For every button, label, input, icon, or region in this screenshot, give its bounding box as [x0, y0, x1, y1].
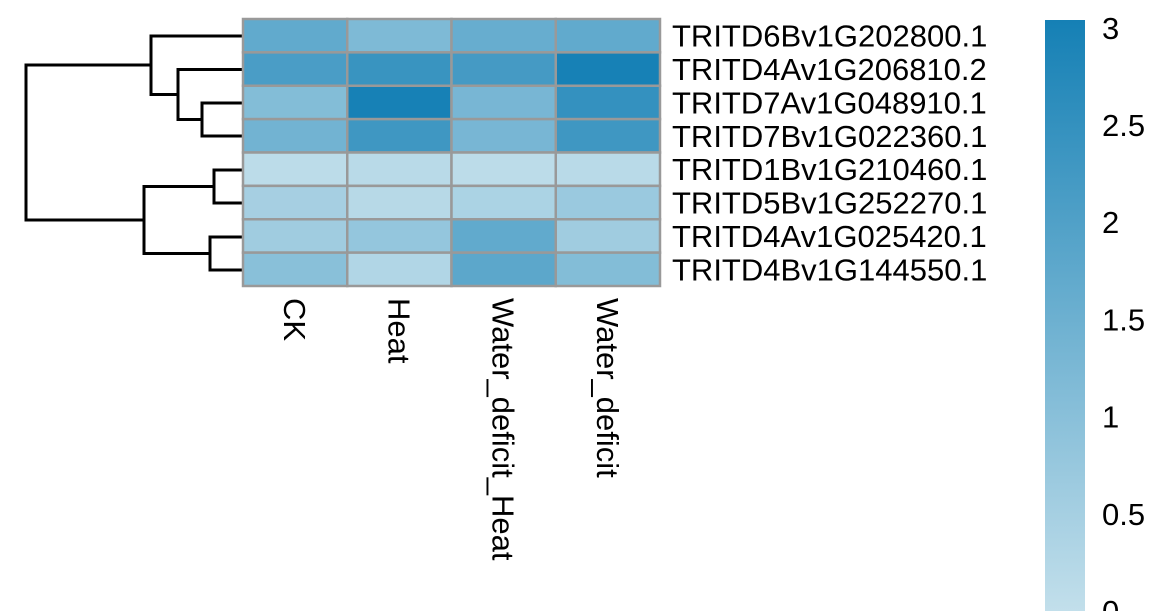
- heatmap-cell: [450, 218, 557, 254]
- heatmap-cell: [241, 84, 349, 121]
- row-label: TRITD5Bv1G252270.1: [672, 186, 987, 221]
- colorbar-tick-label: 0: [1102, 594, 1119, 611]
- heatmap-cell: [346, 218, 453, 254]
- heatmap-cell: [450, 151, 557, 188]
- heatmap-cell: [450, 17, 557, 54]
- heatmap-cell: [241, 117, 349, 154]
- colorbar-tick-label: 3: [1102, 11, 1119, 46]
- row-label: TRITD4Bv1G144550.1: [672, 252, 987, 287]
- heatmap-cell: [450, 251, 557, 288]
- heatmap-cell: [241, 17, 349, 54]
- heatmap-cell: [554, 84, 662, 121]
- column-label: CK: [277, 298, 312, 341]
- colorbar-tick-label: 1: [1102, 400, 1119, 435]
- heatmap-cell: [241, 251, 349, 288]
- heatmap-cell: [450, 84, 557, 121]
- colorbar-tick-label: 0.5: [1102, 497, 1145, 532]
- heatmap-cell: [554, 151, 662, 188]
- heatmap-cell: [554, 117, 662, 154]
- heatmap-cell: [346, 51, 453, 87]
- column-label: Water_deficit: [590, 298, 625, 478]
- row-label: TRITD6Bv1G202800.1: [672, 19, 987, 54]
- heatmap-cell: [554, 251, 662, 288]
- heatmap-cell: [450, 51, 557, 87]
- row-label: TRITD4Av1G025420.1: [672, 219, 987, 254]
- heatmap-cell: [241, 184, 349, 221]
- heatmap-cell: [450, 184, 557, 221]
- heatmap-cell: [554, 218, 662, 254]
- colorbar-tick-label: 1.5: [1102, 302, 1145, 337]
- row-dendrogram: [24, 34, 243, 272]
- heatmap-cell: [554, 17, 662, 54]
- row-label: TRITD4Av1G206810.2: [672, 52, 987, 87]
- heatmap-cell: [554, 51, 662, 87]
- heatmap-cell: [554, 184, 662, 221]
- heatmap-cell: [346, 117, 453, 154]
- heatmap-cell: [241, 151, 349, 188]
- heatmap-cell: [346, 17, 453, 54]
- row-label: TRITD7Bv1G022360.1: [672, 119, 987, 154]
- column-label: Water_deficit_Heat: [486, 298, 521, 561]
- heatmap-cell: [346, 84, 453, 121]
- colorbar: [1045, 20, 1085, 611]
- colorbar-tick-label: 2: [1102, 205, 1119, 240]
- row-label: TRITD7Av1G048910.1: [672, 85, 987, 120]
- row-label: TRITD1Bv1G210460.1: [672, 152, 987, 187]
- heatmap-cell: [346, 184, 453, 221]
- heatmap-cell: [346, 251, 453, 288]
- heatmap-cell: [241, 218, 349, 254]
- heatmap-cell: [241, 51, 349, 87]
- column-label: Heat: [381, 298, 416, 364]
- heatmap-cell: [346, 151, 453, 188]
- heatmap-cell: [450, 117, 557, 154]
- colorbar-tick-label: 2.5: [1102, 108, 1145, 143]
